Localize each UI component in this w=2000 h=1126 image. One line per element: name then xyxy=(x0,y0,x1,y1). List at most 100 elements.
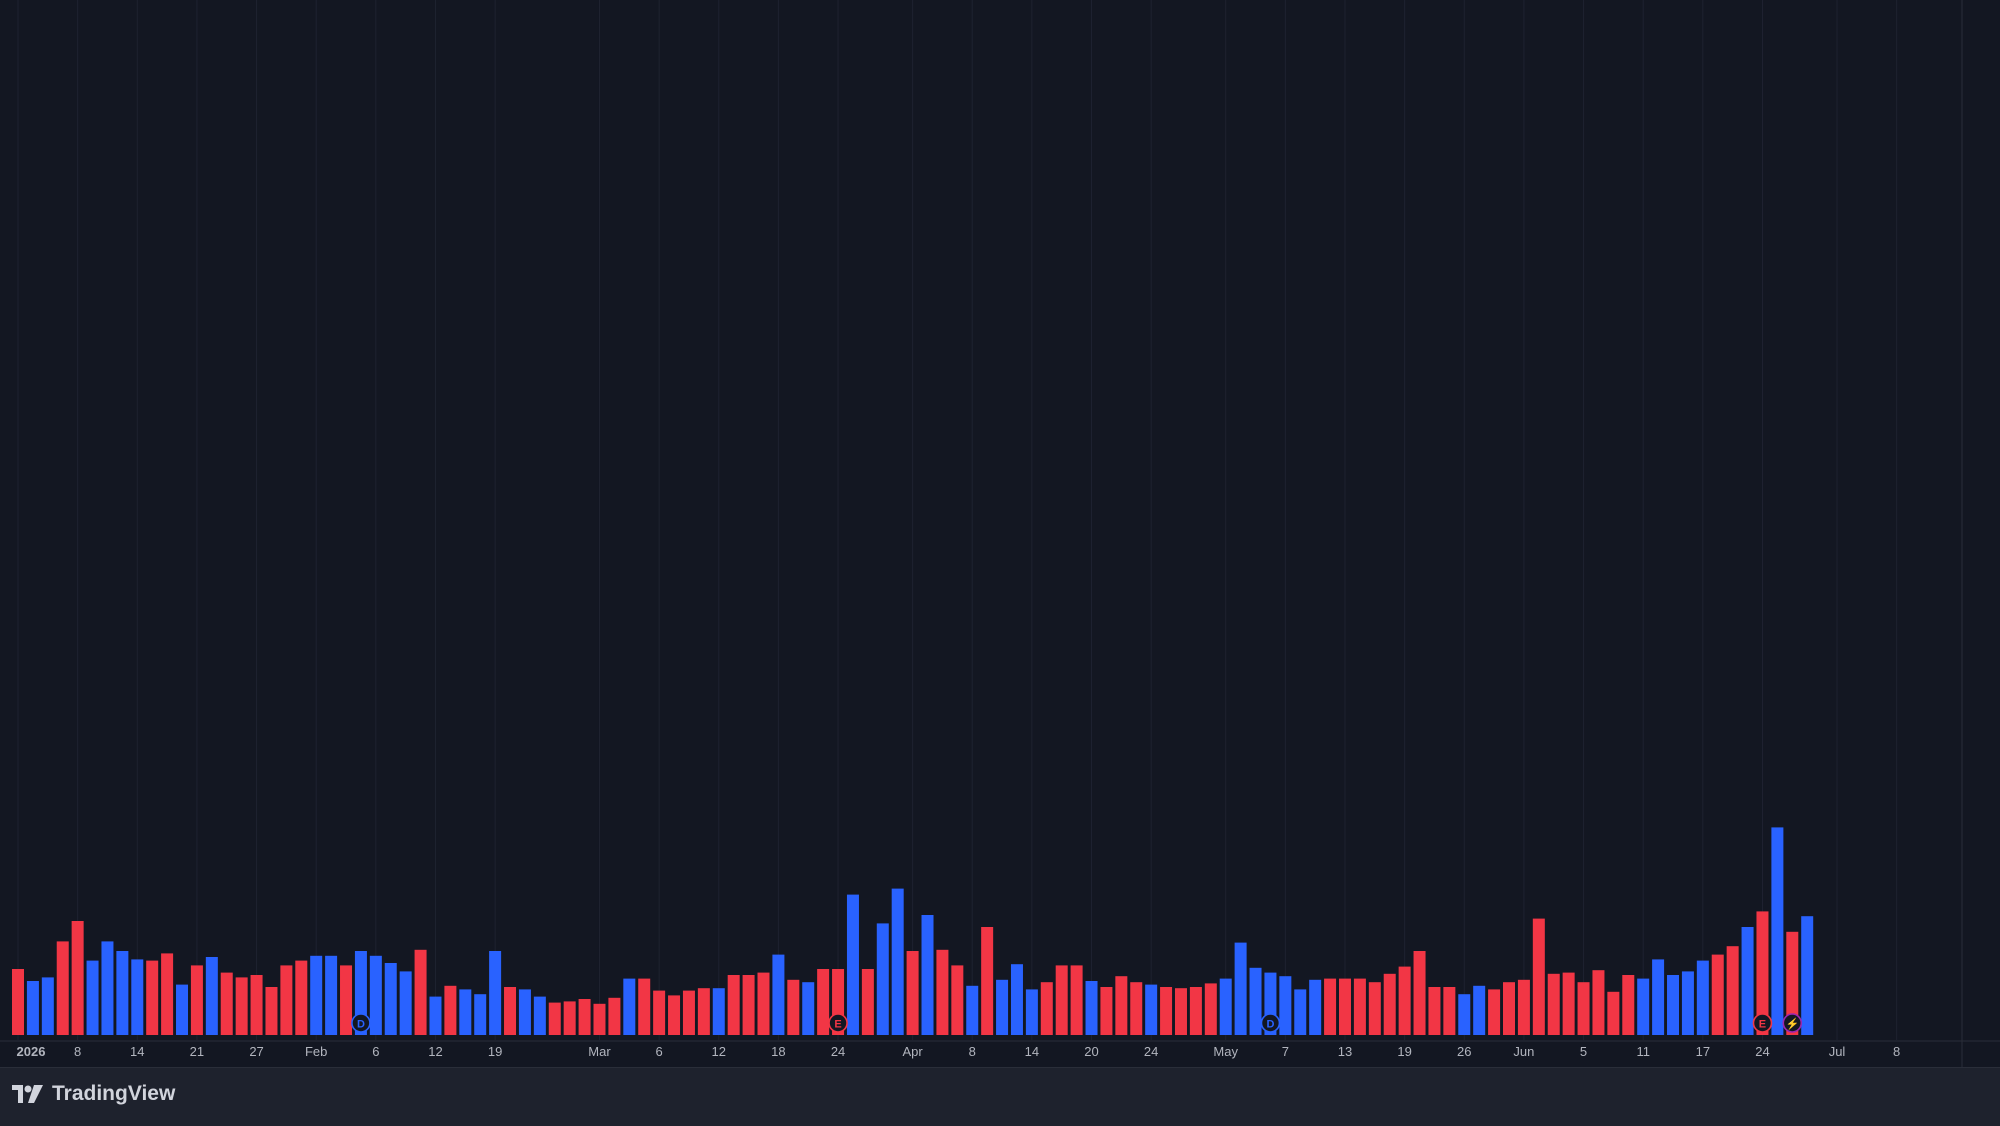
volume-bar xyxy=(1443,987,1456,1035)
volume-bar xyxy=(220,972,233,1035)
x-axis-tick-label: 24 xyxy=(1144,1044,1158,1059)
volume-bar xyxy=(265,987,278,1035)
x-axis-tick-label: 24 xyxy=(831,1044,845,1059)
volume-bar xyxy=(1100,987,1113,1035)
volume-bar xyxy=(1279,976,1292,1035)
event-marker-icon[interactable] xyxy=(828,1013,848,1033)
volume-bar xyxy=(250,975,263,1035)
volume-bar xyxy=(891,888,904,1035)
volume-bar xyxy=(1040,982,1053,1035)
x-axis-tick-label: 7 xyxy=(1282,1044,1289,1059)
volume-bar xyxy=(623,978,636,1035)
x-axis-tick-label: 5 xyxy=(1580,1044,1587,1059)
event-marker-letter: D xyxy=(1266,1019,1274,1031)
volume-bar xyxy=(1458,994,1471,1035)
volume-bar xyxy=(414,949,427,1035)
volume-bar xyxy=(399,971,412,1035)
x-axis-tick-label: 21 xyxy=(190,1044,204,1059)
x-axis-tick-label: Feb xyxy=(305,1044,327,1059)
x-axis-tick-label: 19 xyxy=(488,1044,502,1059)
volume-bar xyxy=(1055,965,1068,1035)
volume-bar xyxy=(310,955,323,1035)
volume-bar xyxy=(951,965,964,1035)
x-axis-tick-label: 26 xyxy=(1457,1044,1471,1059)
volume-bar xyxy=(1652,959,1665,1035)
x-axis-tick-label: 8 xyxy=(1893,1044,1900,1059)
volume-bar xyxy=(653,990,666,1035)
volume-bar xyxy=(1189,987,1202,1035)
volume-bar xyxy=(787,979,800,1035)
volume-bar xyxy=(548,1002,561,1035)
volume-bar xyxy=(340,965,353,1035)
volume-bar xyxy=(176,984,189,1035)
x-axis-tick-label: 11 xyxy=(1636,1044,1650,1059)
volume-bar xyxy=(1338,978,1351,1035)
volume-bar xyxy=(1711,954,1724,1035)
volume-bar xyxy=(474,994,487,1035)
event-marker-icon[interactable] xyxy=(1752,1013,1773,1033)
volume-bar xyxy=(71,921,84,1035)
volume-bar xyxy=(1010,964,1023,1035)
event-marker-icon[interactable] xyxy=(351,1013,371,1033)
volume-bar xyxy=(1577,982,1590,1035)
event-marker-icon[interactable] xyxy=(1782,1013,1803,1033)
volume-bar xyxy=(1756,911,1769,1035)
volume-bar xyxy=(1726,946,1739,1035)
x-axis-tick-label: 19 xyxy=(1397,1044,1411,1059)
volume-bar xyxy=(235,977,248,1035)
volume-bar xyxy=(1786,931,1799,1035)
volume-bar xyxy=(1488,989,1501,1035)
x-axis-tick-label: Jul xyxy=(1829,1044,1846,1059)
volume-bar xyxy=(1473,985,1486,1035)
volume-bar xyxy=(459,989,472,1035)
volume-bar xyxy=(1801,916,1814,1035)
tradingview-brand[interactable]: TradingView xyxy=(12,1082,175,1106)
volume-bar xyxy=(1696,960,1709,1035)
volume-bar xyxy=(1428,987,1441,1035)
volume-bar xyxy=(966,985,979,1035)
volume-bar xyxy=(563,1001,576,1035)
volume-bar xyxy=(518,989,531,1035)
x-axis-tick-label: 20 xyxy=(1084,1044,1098,1059)
volume-bar xyxy=(1637,978,1650,1035)
volume-bar xyxy=(56,941,69,1035)
x-axis-tick-label: May xyxy=(1213,1044,1238,1059)
volume-bar xyxy=(1562,972,1575,1035)
volume-bar xyxy=(727,975,740,1035)
event-marker-letter: E xyxy=(1759,1019,1766,1031)
volume-bar xyxy=(533,996,546,1035)
volume-bar xyxy=(817,969,830,1035)
tradingview-logo-icon xyxy=(12,1085,43,1103)
x-axis-tick-label: 6 xyxy=(656,1044,663,1059)
volume-bar xyxy=(1398,966,1411,1035)
candlestick-chart[interactable]: 42.0043.0044.0045.0046.0047.0048.0049.00… xyxy=(0,0,2000,1067)
volume-bar xyxy=(757,972,770,1035)
volume-bar xyxy=(1115,976,1128,1035)
volume-bar xyxy=(712,988,725,1035)
x-axis-tick-label: 18 xyxy=(771,1044,785,1059)
event-marker-icon[interactable] xyxy=(1260,1013,1281,1033)
volume-bar xyxy=(1249,967,1262,1035)
volume-bar xyxy=(936,949,949,1035)
volume-bar xyxy=(1503,982,1515,1035)
volume-bar xyxy=(161,953,174,1035)
volume-bar xyxy=(593,1003,606,1035)
volume-bar xyxy=(876,923,889,1035)
volume-bar xyxy=(578,999,591,1035)
volume-bar xyxy=(12,969,24,1035)
volume-bar xyxy=(1070,965,1083,1035)
volume-bar xyxy=(682,990,695,1035)
volume-bar xyxy=(981,927,994,1035)
volume-bar xyxy=(131,959,144,1035)
volume-bar xyxy=(1309,979,1322,1035)
volume-bar xyxy=(1517,979,1530,1035)
volume-bar xyxy=(1547,973,1560,1035)
volume-bar xyxy=(1413,951,1426,1035)
volume-bar xyxy=(1353,978,1366,1035)
volume-bar xyxy=(504,987,517,1035)
x-axis-tick-label: 27 xyxy=(249,1044,263,1059)
volume-bar xyxy=(1741,927,1754,1035)
x-axis-tick-label: 2026 xyxy=(17,1044,46,1059)
x-axis-tick-label: 8 xyxy=(74,1044,81,1059)
volume-bar xyxy=(295,960,308,1035)
